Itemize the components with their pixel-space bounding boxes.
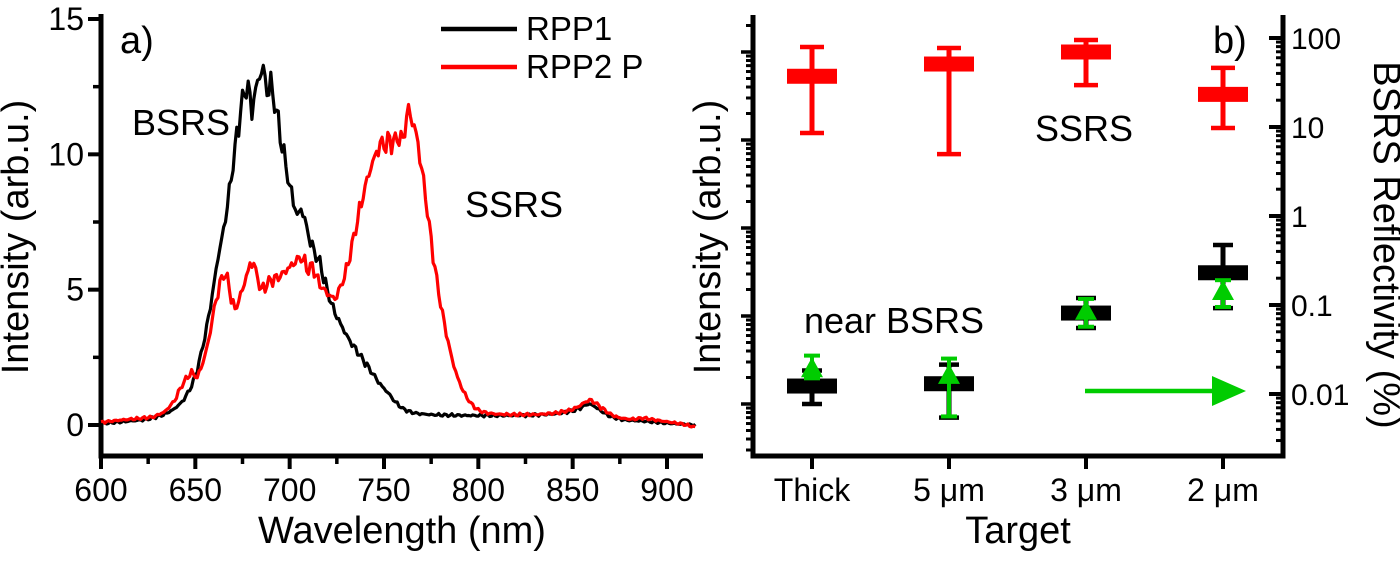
near-bsrs-annotation: near BSRS: [804, 300, 984, 341]
x-tick-label: 650: [169, 472, 222, 508]
arrow-head: [1212, 376, 1246, 406]
bsrs-reflectivity-marker: [938, 356, 960, 419]
category-label: Thick: [774, 472, 851, 508]
bsrs-annotation: BSRS: [132, 102, 230, 143]
reflectivity-triangle-marker: [1075, 299, 1097, 320]
intensity-box-marker: [787, 68, 837, 84]
panel-a-y-title: Intensity (arb.u.): [0, 100, 37, 375]
right-axis-arrow-icon: [1085, 376, 1246, 406]
panel-b-markers: [787, 37, 1248, 420]
intensity-box-marker: [1061, 44, 1111, 60]
category-label: 2 μm: [1187, 472, 1259, 508]
reflectivity-triangle-marker: [1212, 279, 1234, 300]
right-tick-label: 1: [1291, 201, 1308, 234]
ssrs-marker: [1198, 65, 1248, 131]
panel-b-letter: b): [1213, 20, 1247, 62]
legend-label-rpp1: RPP1: [526, 10, 612, 47]
panel-b: Thick 5 μm 3 μm 2 μm 100 10 1 0.1 0.01 b) SSRS n…: [687, 15, 1400, 552]
category-label: 3 μm: [1050, 472, 1122, 508]
reflectivity-triangle-marker: [801, 357, 823, 378]
right-tick-label: 0.01: [1291, 379, 1349, 412]
ssrs-annotation-b: SSRS: [1035, 108, 1133, 149]
panel-a-ticks: 600 650 700 750 800 850 900 0 5 10 15: [48, 1, 693, 508]
legend-label-rpp2: RPP2 P: [526, 48, 643, 85]
panel-b-right-title: BSRS Reflectivity (%): [1365, 61, 1400, 428]
rpp2-spectrum-curve: [100, 102, 696, 429]
x-tick-label: 600: [74, 472, 127, 508]
bsrs-reflectivity-marker: [1075, 296, 1097, 329]
intensity-box-marker: [1198, 86, 1248, 102]
legend: RPP1 RPP2 P: [441, 10, 643, 85]
y-tick-label: 15: [48, 1, 84, 37]
panel-b-ticks: Thick 5 μm 3 μm 2 μm 100 10 1 0.1 0.01: [741, 23, 1349, 508]
intensity-box-marker: [924, 56, 974, 72]
bsrs-reflectivity-marker: [1212, 278, 1234, 309]
intensity-box-marker: [787, 378, 837, 394]
y-tick-label: 5: [66, 272, 84, 308]
right-tick-label: 10: [1291, 112, 1324, 145]
intensity-box-marker: [1198, 265, 1248, 281]
panel-a-curves: [99, 63, 697, 429]
ssrs-marker: [1061, 37, 1111, 88]
bsrs-reflectivity-marker: [801, 353, 823, 381]
x-tick-label: 850: [546, 472, 599, 508]
right-tick-label: 100: [1291, 23, 1341, 56]
panel-a-x-title: Wavelength (nm): [258, 510, 546, 552]
right-tick-label: 0.1: [1291, 290, 1333, 323]
rpp1-spectrum-curve: [99, 63, 697, 428]
panel-a: 600 650 700 750 800 850 900 0 5 10 15 a) BSRS SSRS…: [0, 1, 703, 552]
y-tick-label: 10: [48, 136, 84, 172]
y-tick-label: 0: [66, 407, 84, 443]
category-label: 5 μm: [913, 472, 985, 508]
x-tick-label: 750: [357, 472, 410, 508]
reflectivity-triangle-marker: [938, 363, 960, 384]
x-tick-label: 700: [263, 472, 316, 508]
panel-b-x-title: Target: [965, 510, 1071, 552]
ssrs-marker: [924, 45, 974, 157]
x-tick-label: 900: [640, 472, 693, 508]
ssrs-annotation-a: SSRS: [465, 184, 563, 225]
x-tick-label: 800: [452, 472, 505, 508]
panel-a-letter: a): [120, 20, 154, 62]
ssrs-marker: [787, 44, 837, 136]
panel-b-left-title: Intensity (arb.u.): [687, 100, 729, 375]
